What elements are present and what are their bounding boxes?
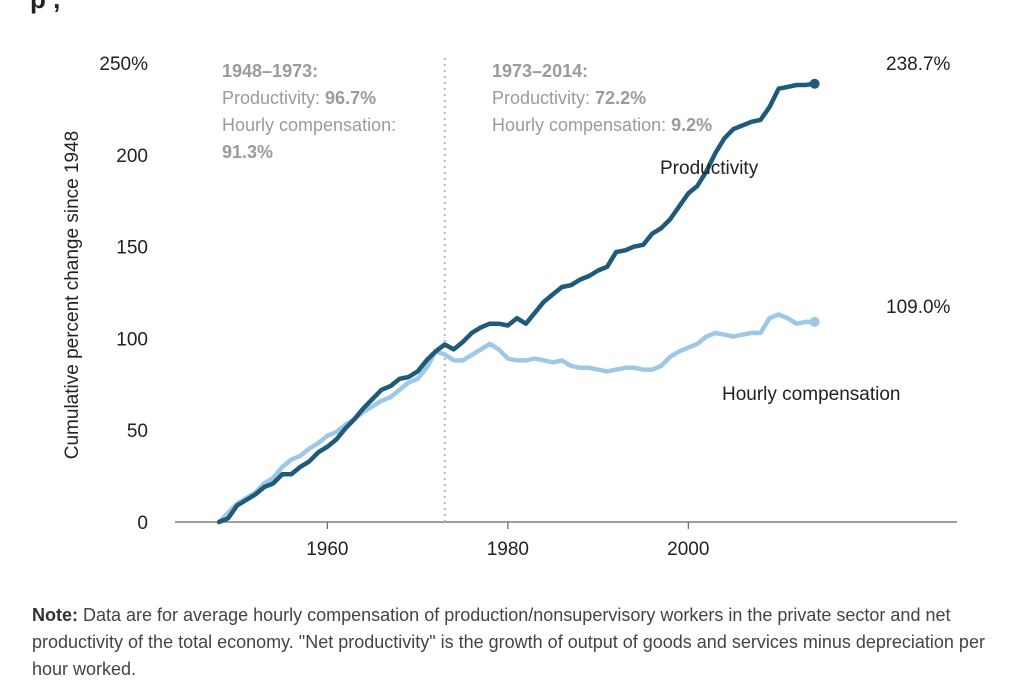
- series-end-point-productivity: [809, 78, 820, 89]
- y-tick-label: 250%: [99, 54, 148, 75]
- series-line-hourly-compensation: [216, 312, 817, 525]
- note-label: Note:: [32, 605, 78, 625]
- y-tick-label: 50: [127, 421, 148, 442]
- x-tick-label: 2000: [667, 539, 709, 560]
- line-chart: 0 50 100 150 200 250% 1960 1980 2000 Cumulative …: [62, 54, 957, 560]
- end-label-productivity: 238.7%: [886, 54, 951, 75]
- annotation-right-compensation: Hourly compensation: 9.2%: [492, 115, 712, 135]
- annotation-left-productivity: Productivity: 96.7%: [222, 88, 376, 108]
- clipped-chart-title: p ,: [30, 0, 60, 15]
- annotation-left: 1948–1973: Productivity: 96.7% Hourly co…: [222, 61, 396, 162]
- series-line-productivity: [216, 81, 817, 525]
- x-tick-label: 1960: [306, 539, 348, 560]
- series-label-hourly-compensation: Hourly compensation: [722, 384, 900, 405]
- series-label-productivity: Productivity: [660, 158, 759, 179]
- annotation-right-period: 1973–2014:: [492, 61, 588, 81]
- series-end-point-hourly-compensation: [809, 316, 820, 327]
- axis-layer: 0 50 100 150 200 250% 1960 1980 2000: [99, 54, 957, 560]
- annotation-left-compensation-value: 91.3%: [222, 142, 273, 162]
- annotation-left-period: 1948–1973:: [222, 61, 318, 81]
- x-tick-label: 1980: [487, 539, 529, 560]
- y-tick-label: 100: [116, 329, 148, 350]
- series-layer: [216, 78, 820, 525]
- annotation-right-productivity: Productivity: 72.2%: [492, 88, 646, 108]
- annotation-right: 1973–2014: Productivity: 72.2% Hourly co…: [492, 61, 712, 135]
- y-tick-label: 0: [137, 513, 148, 534]
- y-tick-label: 150: [116, 238, 148, 259]
- chart-note: Note: Data are for average hourly compen…: [32, 602, 992, 683]
- annotation-left-compensation-label: Hourly compensation:: [222, 115, 396, 135]
- y-axis-label: Cumulative percent change since 1948: [62, 131, 83, 459]
- end-label-hourly-compensation: 109.0%: [886, 297, 951, 318]
- y-tick-label: 200: [116, 146, 148, 167]
- note-text: Data are for average hourly compensation…: [32, 605, 985, 679]
